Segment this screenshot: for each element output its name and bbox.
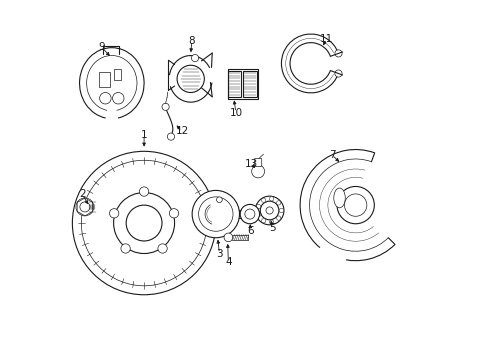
- Circle shape: [261, 219, 265, 223]
- Circle shape: [192, 190, 239, 238]
- Ellipse shape: [333, 188, 345, 208]
- Circle shape: [113, 193, 174, 253]
- Circle shape: [256, 212, 260, 217]
- Text: 7: 7: [328, 150, 335, 160]
- Text: 4: 4: [224, 257, 231, 267]
- Circle shape: [169, 209, 178, 218]
- Text: 6: 6: [246, 226, 253, 236]
- Circle shape: [224, 233, 232, 242]
- Text: 10: 10: [229, 108, 242, 118]
- Circle shape: [240, 204, 259, 224]
- Circle shape: [112, 93, 124, 104]
- Circle shape: [256, 204, 260, 208]
- Circle shape: [269, 220, 273, 224]
- Text: 5: 5: [268, 223, 275, 233]
- Circle shape: [191, 54, 198, 62]
- Circle shape: [76, 198, 94, 216]
- Circle shape: [158, 244, 167, 253]
- FancyBboxPatch shape: [254, 158, 261, 166]
- FancyBboxPatch shape: [113, 69, 121, 80]
- Text: 13: 13: [244, 159, 257, 169]
- Circle shape: [162, 103, 169, 111]
- Circle shape: [126, 205, 162, 241]
- Circle shape: [276, 216, 280, 220]
- Circle shape: [121, 244, 130, 253]
- Circle shape: [216, 197, 222, 203]
- Circle shape: [251, 165, 264, 178]
- Circle shape: [279, 208, 283, 213]
- Text: 3: 3: [216, 248, 222, 258]
- Bar: [227, 71, 241, 97]
- Circle shape: [265, 207, 273, 214]
- Circle shape: [109, 209, 119, 218]
- Text: 1: 1: [141, 130, 147, 140]
- Circle shape: [276, 201, 280, 205]
- Circle shape: [198, 197, 233, 231]
- Circle shape: [334, 70, 342, 77]
- Circle shape: [72, 151, 215, 295]
- Circle shape: [80, 202, 90, 212]
- Circle shape: [269, 197, 273, 201]
- Circle shape: [344, 194, 366, 216]
- Circle shape: [260, 201, 278, 220]
- Text: 9: 9: [98, 42, 105, 52]
- Text: 8: 8: [188, 36, 195, 46]
- Circle shape: [255, 196, 284, 225]
- Circle shape: [177, 65, 204, 93]
- Circle shape: [167, 133, 174, 140]
- Circle shape: [334, 50, 342, 57]
- Text: 2: 2: [79, 189, 85, 199]
- Circle shape: [261, 198, 265, 202]
- Circle shape: [100, 93, 111, 104]
- Text: 11: 11: [319, 34, 332, 44]
- Text: 12: 12: [175, 126, 188, 136]
- Circle shape: [244, 209, 254, 219]
- Circle shape: [336, 186, 373, 224]
- FancyBboxPatch shape: [99, 72, 110, 87]
- Circle shape: [139, 187, 148, 196]
- Bar: [243, 71, 256, 97]
